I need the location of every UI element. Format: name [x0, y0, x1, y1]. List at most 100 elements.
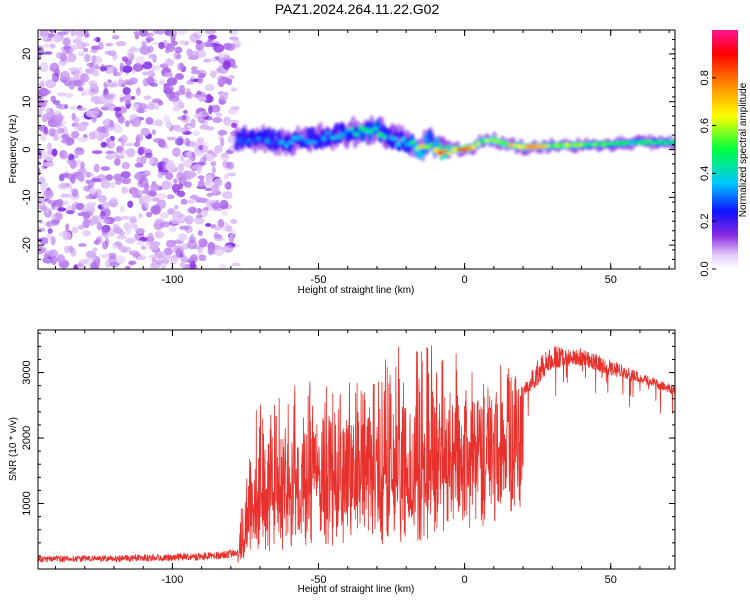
ridge-core	[236, 137, 243, 143]
noise-blob	[128, 260, 137, 265]
noise-blob	[47, 228, 53, 234]
noise-blob	[38, 150, 41, 154]
noise-blob	[207, 179, 213, 188]
noise-blob	[206, 192, 214, 197]
ridge-core	[540, 143, 547, 149]
noise-blob	[207, 34, 217, 40]
x-tick-label: -100	[161, 574, 183, 586]
noise-blob	[210, 70, 217, 78]
noise-blob	[45, 79, 57, 89]
ridge-core	[395, 141, 402, 147]
noise-blob	[123, 94, 133, 102]
noise-blob	[40, 134, 47, 142]
noise-blob	[69, 174, 76, 184]
noise-blob	[157, 171, 164, 179]
noise-blob	[50, 43, 56, 49]
ridge-core	[259, 132, 267, 136]
noise-blob	[196, 76, 204, 84]
noise-blob	[198, 254, 207, 261]
noise-blob	[204, 83, 215, 92]
noise-blob	[141, 189, 150, 195]
noise-blob	[71, 130, 80, 139]
noise-blob	[60, 193, 71, 198]
noise-blob	[198, 73, 206, 78]
noise-blob	[174, 137, 184, 146]
noise-blob	[61, 172, 70, 178]
noise-blob	[225, 225, 233, 232]
noise-blob	[77, 224, 85, 230]
colorbar: 0.0 0.2 0.4 0.6 0.8 Normalized spectral ampl…	[699, 30, 749, 277]
ridge-core	[284, 143, 289, 148]
noise-blob	[152, 30, 159, 35]
noise-blob	[115, 41, 127, 47]
x-tick-label: 0	[462, 274, 468, 286]
noise-blob	[134, 33, 140, 40]
noise-blob	[83, 219, 90, 229]
noise-blob	[211, 202, 222, 209]
noise-blob	[140, 127, 150, 136]
noise-blob	[210, 104, 221, 113]
noise-blob	[56, 198, 64, 208]
noise-blob	[70, 247, 77, 257]
noise-blob	[184, 137, 191, 147]
x-tick-label: 50	[605, 574, 617, 586]
noise-blob	[114, 241, 122, 247]
noise-blob	[83, 47, 89, 53]
noise-blob	[181, 115, 187, 121]
x-tick-label: -50	[311, 274, 327, 286]
noise-blob	[80, 91, 86, 97]
noise-blob	[227, 134, 236, 144]
noise-blob	[140, 103, 147, 110]
colorbar-bar	[712, 30, 738, 269]
noise-blob	[102, 240, 109, 250]
y-tick-label: -10	[21, 189, 33, 205]
noise-blob	[113, 173, 123, 181]
noise-blob	[220, 246, 231, 251]
noise-blob	[121, 177, 131, 185]
noise-blob	[52, 118, 63, 127]
noise-blob	[228, 30, 239, 36]
noise-blob	[120, 216, 131, 220]
ridge-core	[526, 144, 533, 150]
ridge-core	[451, 147, 459, 152]
noise-blob	[113, 124, 123, 134]
noise-blob	[41, 114, 49, 123]
noise-blob	[47, 199, 53, 204]
noise-blob	[214, 236, 224, 242]
noise-blob	[210, 57, 217, 62]
noise-blob	[97, 235, 103, 244]
noise-blob	[224, 182, 231, 190]
noise-blob	[50, 255, 58, 266]
noise-blob	[105, 174, 113, 181]
noise-blob	[144, 200, 150, 209]
noise-blob	[121, 56, 129, 62]
noise-blob	[38, 227, 46, 233]
noise-blob	[48, 249, 58, 258]
noise-blob	[178, 225, 190, 230]
noise-blob	[112, 67, 118, 77]
noise-blob	[40, 184, 47, 193]
noise-blob	[129, 77, 138, 85]
noise-blob	[205, 126, 215, 131]
noise-blob	[221, 191, 233, 199]
noise-blob	[212, 117, 223, 124]
noise-blob	[71, 226, 79, 234]
ridge-core	[615, 141, 622, 146]
noise-blob	[154, 230, 164, 239]
noise-blob	[158, 42, 165, 50]
noise-blob	[204, 41, 212, 48]
noise-blob	[113, 151, 119, 159]
noise-blob	[52, 72, 60, 83]
noise-blob	[74, 79, 85, 88]
noise-blob	[212, 152, 218, 158]
noise-blob	[190, 50, 199, 58]
noise-blob	[101, 201, 110, 209]
noise-blob	[61, 134, 69, 140]
ridge-core	[447, 151, 453, 156]
noise-blob	[141, 71, 150, 76]
noise-blob	[172, 105, 180, 112]
noise-blob	[96, 126, 106, 133]
noise-blob	[177, 116, 183, 120]
spectrogram-noise	[38, 30, 242, 269]
